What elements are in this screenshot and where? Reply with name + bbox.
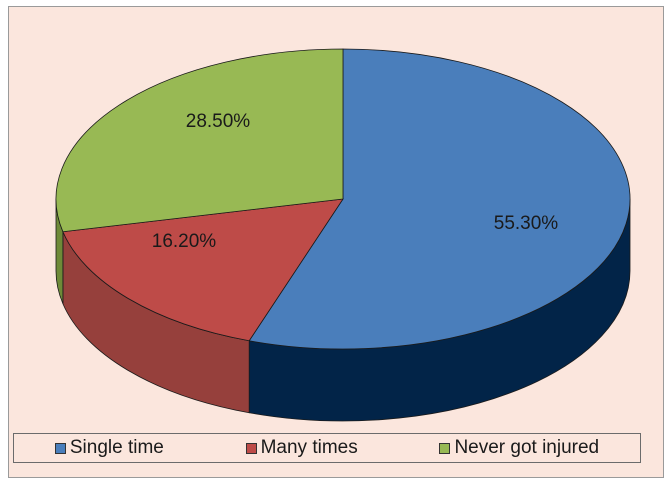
legend-swatch [245,442,257,454]
legend-label: Single time [69,437,164,458]
pie-slice [55,48,344,233]
legend-item: Single time [54,437,164,459]
pie-chart: 55.30% 16.20% 28.50% [55,48,631,422]
legend-swatch [439,442,451,454]
legend-item: Many times [245,437,358,459]
legend-item: Never got injured [439,437,599,459]
legend-swatch [54,442,66,454]
legend-label: Many times [260,437,358,458]
pie-slice [62,198,344,342]
pie-slice [248,48,631,350]
slice-label: 16.20% [152,231,217,252]
legend-label: Never got injured [454,437,600,458]
slice-label: 55.30% [494,213,559,234]
legend: Single time Many times Never got injured [13,433,641,463]
slice-label: 28.50% [186,111,251,132]
chart-area: 55.30% 16.20% 28.50% Single time Many times… [8,6,664,478]
